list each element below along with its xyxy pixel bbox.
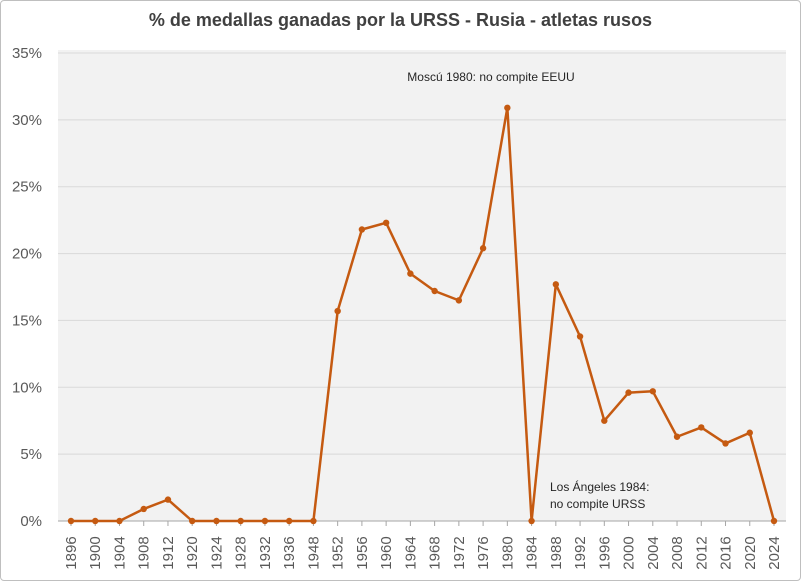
x-tick-label: 1976	[475, 536, 492, 569]
y-tick-label: 30%	[12, 112, 42, 129]
data-point	[310, 517, 317, 525]
x-tick-label: 1920	[184, 536, 201, 569]
plot-area	[58, 50, 786, 521]
x-tick-label: 1988	[548, 536, 565, 569]
data-point	[552, 281, 560, 288]
x-tick-label: 2016	[718, 536, 735, 569]
data-point	[67, 517, 75, 525]
x-tick-label: 1932	[257, 536, 274, 569]
data-point	[213, 517, 220, 525]
y-tick-label: 0%	[20, 513, 42, 530]
data-point	[358, 226, 366, 233]
x-tick-label: 1896	[63, 536, 80, 569]
data-point	[164, 496, 172, 503]
x-tick-label: 1924	[208, 536, 225, 569]
annotation-label: Moscú 1980: no compite EEUU	[407, 70, 574, 84]
y-tick-label: 15%	[12, 312, 42, 329]
y-tick-label: 5%	[20, 446, 42, 463]
data-point	[722, 440, 729, 447]
data-point	[673, 433, 681, 440]
x-tick-label: 1956	[354, 536, 371, 569]
x-tick-label: 2008	[669, 536, 686, 569]
data-point	[601, 417, 608, 424]
x-tick-label: 1912	[160, 536, 177, 569]
data-point	[140, 505, 147, 513]
series-line	[71, 106, 776, 523]
x-tick-label: 1904	[111, 536, 128, 569]
data-point	[334, 307, 341, 315]
x-tick-label: 1952	[330, 536, 347, 569]
x-tick-label: 1996	[596, 536, 613, 569]
x-tick-label: 1968	[427, 536, 444, 569]
y-tick-label: 35%	[12, 45, 42, 62]
data-point	[746, 429, 753, 436]
x-tick-label: 1980	[499, 536, 516, 569]
data-point	[189, 517, 196, 525]
x-tick-label: 1972	[451, 536, 468, 569]
data-point	[261, 517, 269, 525]
x-tick-label: 2000	[621, 536, 638, 569]
x-tick-label: 2012	[693, 536, 710, 569]
data-point	[407, 270, 414, 277]
x-tick-label: 1900	[87, 536, 104, 569]
data-point	[116, 517, 123, 525]
x-tick-label: 1936	[281, 536, 298, 569]
x-tick-label: 1964	[402, 536, 419, 569]
x-tick-label: 1908	[136, 536, 153, 569]
annotation-label: no compite URSS	[550, 497, 645, 511]
data-point	[649, 388, 656, 395]
x-tick-label: 1984	[524, 536, 541, 569]
data-point	[770, 517, 778, 525]
x-tick-label: 1960	[378, 536, 395, 569]
data-point	[382, 219, 390, 227]
data-point	[576, 333, 584, 340]
data-point	[504, 104, 511, 112]
data-point	[285, 517, 293, 525]
x-tick-label: 2024	[766, 536, 783, 569]
x-tick-label: 1948	[305, 536, 322, 569]
x-tick-label: 1992	[572, 536, 589, 569]
x-tick-label: 1928	[233, 536, 250, 569]
y-tick-label: 10%	[12, 379, 42, 396]
y-tick-label: 25%	[12, 179, 42, 196]
data-point	[237, 517, 244, 525]
chart-title: % de medallas ganadas por la URSS - Rusi…	[148, 10, 653, 30]
data-point	[625, 389, 632, 396]
data-point	[528, 517, 535, 525]
data-point	[455, 297, 463, 304]
x-tick-label: 2004	[645, 536, 662, 569]
annotation-label: Los Ángeles 1984:	[550, 479, 649, 494]
data-point	[92, 517, 99, 525]
data-point	[698, 424, 705, 431]
data-point	[431, 287, 438, 295]
data-point	[479, 245, 487, 252]
y-tick-label: 20%	[12, 246, 42, 263]
x-tick-label: 2020	[742, 536, 759, 569]
